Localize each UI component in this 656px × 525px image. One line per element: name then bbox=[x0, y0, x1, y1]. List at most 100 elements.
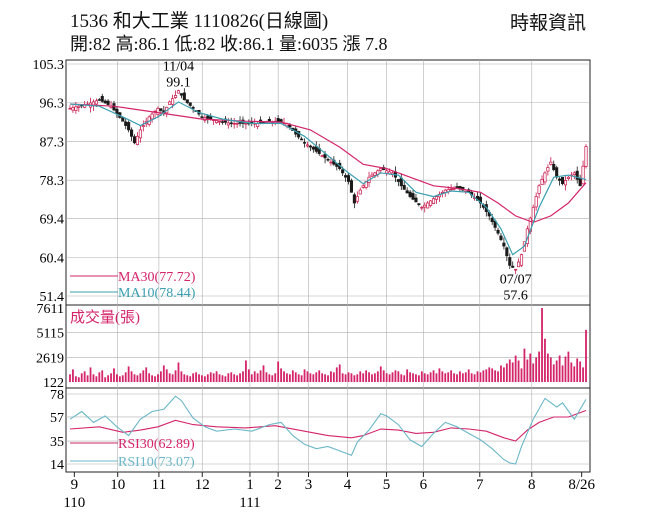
volume-bar bbox=[347, 372, 350, 382]
candle-body bbox=[235, 123, 239, 125]
volume-bar bbox=[573, 366, 576, 382]
month-label: 1 bbox=[246, 477, 254, 493]
candle-body bbox=[434, 196, 439, 200]
volume-bar bbox=[353, 375, 356, 382]
volume-bar bbox=[420, 371, 423, 382]
annotation-value: 99.1 bbox=[166, 76, 191, 91]
volume-bar bbox=[110, 373, 112, 382]
rsi-legend-label: RSI10(73.07) bbox=[118, 455, 195, 470]
price-tick-label: 60.4 bbox=[40, 251, 65, 266]
volume-bar bbox=[262, 365, 265, 382]
candle-body bbox=[215, 120, 219, 124]
candle-body bbox=[420, 206, 424, 209]
rsi-legend-label: RSI30(62.89) bbox=[118, 437, 195, 452]
volume-bar bbox=[142, 370, 145, 382]
candle-body bbox=[188, 102, 192, 106]
volume-bar bbox=[476, 371, 479, 382]
volume-bar bbox=[450, 370, 453, 382]
volume-bar bbox=[338, 364, 341, 382]
candle-body bbox=[502, 242, 506, 247]
candle-body bbox=[71, 107, 75, 111]
volume-bar bbox=[268, 374, 271, 382]
price-tick-label: 69.4 bbox=[40, 213, 65, 228]
candle-body bbox=[200, 116, 204, 118]
candle-body bbox=[417, 203, 421, 205]
volume-bar bbox=[201, 375, 203, 382]
volume-bar bbox=[145, 367, 148, 382]
volume-bar bbox=[549, 357, 552, 382]
candle-body bbox=[405, 190, 409, 194]
candle-body bbox=[182, 92, 186, 101]
volume-bar bbox=[242, 371, 244, 382]
volume-tick-label: 5115 bbox=[37, 327, 64, 342]
candle-body bbox=[508, 257, 512, 266]
candle-body bbox=[173, 95, 178, 98]
volume-bar bbox=[69, 374, 71, 382]
volume-bar bbox=[259, 370, 262, 382]
candle-body bbox=[563, 180, 568, 186]
volume-bar bbox=[330, 371, 332, 382]
month-label: 5 bbox=[383, 477, 391, 493]
price-tick-label: 96.3 bbox=[40, 97, 65, 112]
candle-body bbox=[232, 123, 236, 125]
candle-body bbox=[496, 229, 500, 234]
volume-bar bbox=[80, 373, 83, 382]
candle-body bbox=[138, 129, 142, 139]
candle-body bbox=[103, 100, 107, 104]
candle-body bbox=[490, 217, 494, 223]
rsi-tick-label: 14 bbox=[50, 458, 64, 473]
volume-bar bbox=[382, 370, 385, 382]
volume-bar bbox=[180, 371, 183, 382]
year-label: 110 bbox=[63, 495, 85, 511]
legend-label: MA30(77.72) bbox=[118, 270, 196, 285]
volume-bar bbox=[121, 375, 124, 382]
volume-bar bbox=[356, 374, 359, 382]
month-label: 12 bbox=[195, 477, 210, 493]
month-label: 10 bbox=[110, 477, 125, 493]
volume-bar bbox=[309, 373, 312, 382]
annotation-value: 57.6 bbox=[503, 288, 528, 303]
volume-bar bbox=[508, 359, 511, 382]
volume-bar bbox=[561, 365, 564, 382]
candle-body bbox=[77, 105, 81, 108]
candle-body bbox=[115, 108, 119, 115]
volume-bar bbox=[203, 376, 206, 382]
candle-body bbox=[305, 144, 310, 147]
candle-body bbox=[514, 268, 518, 271]
candle-body bbox=[540, 179, 544, 186]
candle-body bbox=[244, 123, 248, 125]
candle-body bbox=[106, 100, 110, 105]
volume-bar bbox=[177, 362, 180, 382]
volume-bar bbox=[517, 360, 520, 382]
volume-bar bbox=[409, 372, 411, 382]
month-label: 8 bbox=[528, 477, 536, 493]
volume-bar bbox=[555, 360, 558, 382]
volume-bar bbox=[171, 374, 174, 382]
candle-body bbox=[150, 113, 154, 120]
volume-bar bbox=[206, 374, 209, 382]
volume-bar bbox=[95, 376, 98, 382]
candle-body bbox=[543, 172, 547, 183]
candle-body bbox=[217, 120, 222, 123]
candle-body bbox=[124, 121, 128, 126]
volume-bar bbox=[98, 372, 101, 382]
month-label: 2 bbox=[274, 477, 282, 493]
candle-body bbox=[168, 101, 172, 105]
volume-bar bbox=[374, 373, 376, 382]
annotation-date: 07/07 bbox=[500, 272, 532, 287]
volume-bar bbox=[250, 374, 253, 382]
volume-tick-label: 7611 bbox=[37, 302, 64, 317]
candle-body bbox=[385, 170, 389, 174]
month-label: 8/26 bbox=[568, 477, 595, 493]
candle-body bbox=[449, 188, 453, 191]
volume-bar bbox=[335, 367, 338, 382]
annotation-date: 11/04 bbox=[163, 60, 194, 75]
candle-body bbox=[185, 99, 189, 103]
volume-bar bbox=[426, 374, 429, 382]
volume-bar bbox=[300, 375, 303, 382]
volume-bar bbox=[388, 374, 391, 382]
candle-body bbox=[156, 107, 160, 115]
volume-bar bbox=[227, 373, 230, 382]
volume-bar bbox=[464, 372, 467, 382]
candle-body bbox=[349, 180, 354, 193]
